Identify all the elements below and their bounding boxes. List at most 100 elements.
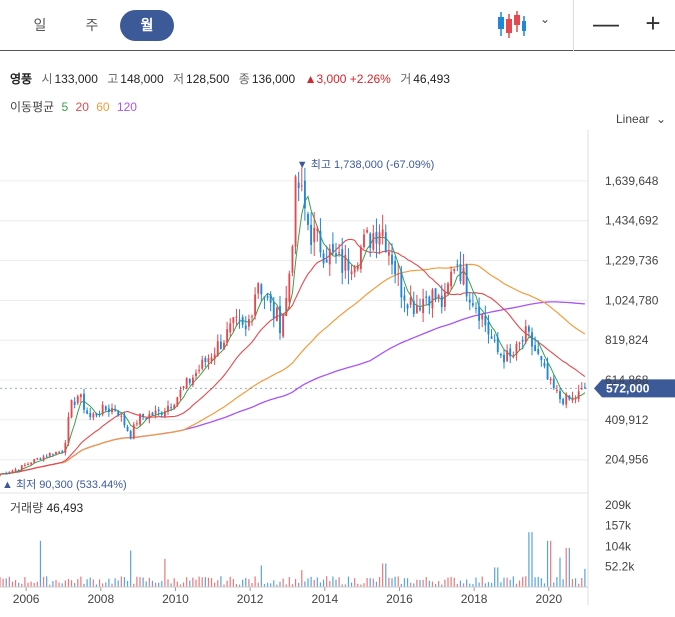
candle-body [148, 413, 151, 419]
x-tick-label: 2020 [535, 592, 562, 606]
volume-bar [543, 583, 546, 587]
candle-body [471, 303, 474, 306]
volume-value: 46,493 [413, 72, 450, 86]
volume-bar [77, 579, 79, 587]
volume-bar [154, 582, 157, 587]
candle-body [132, 424, 135, 439]
candle-body [316, 228, 319, 231]
candle-body [419, 307, 421, 311]
volume-bar [117, 580, 119, 587]
tab-monthly[interactable]: 월 [120, 10, 174, 41]
volume-bar [350, 582, 353, 587]
candle-body [120, 415, 123, 417]
candle-body [506, 350, 509, 361]
candle-body [263, 296, 266, 298]
change-value: ▲3,000 +2.26% [304, 72, 391, 86]
candle-body [428, 296, 431, 306]
candle-body [64, 443, 67, 453]
chevron-down-icon[interactable]: ⌄ [540, 12, 551, 26]
volume-bar [98, 579, 101, 587]
volume-bar [360, 584, 362, 587]
low-annotation: ▲ 최저 90,300 (533.44%) [2, 478, 127, 491]
y-tick-label: 409,912 [605, 413, 649, 427]
candle-body [73, 401, 76, 405]
candle-body [391, 254, 393, 265]
candle-body [462, 267, 465, 285]
volume-bar [506, 577, 508, 587]
candle-body [478, 306, 481, 321]
candle-body [412, 300, 415, 315]
volume-bar [478, 582, 480, 587]
candle-body [14, 469, 17, 472]
candle-body [443, 292, 446, 307]
candle-body [191, 377, 194, 385]
candle-body [182, 386, 185, 388]
candle-body [387, 251, 390, 256]
volume-bar [33, 582, 35, 587]
volume-bar [487, 582, 490, 587]
candle-body [117, 411, 120, 417]
candle-body [185, 378, 188, 389]
candle-body [163, 411, 166, 417]
tab-weekly[interactable]: 주 [85, 17, 99, 33]
volume-bar [133, 583, 135, 587]
tab-daily[interactable]: 일 [33, 17, 47, 33]
x-tick-label: 2018 [461, 592, 488, 606]
high-annotation: ▼ 최고 1,738,000 (-67.09%) [297, 158, 435, 171]
volume-bar [354, 578, 356, 587]
candle-body [503, 354, 505, 363]
volume-bar [556, 577, 558, 587]
candle-body [499, 354, 502, 356]
candle-body [2, 473, 5, 475]
ma-5-line [0, 195, 586, 475]
volume-tick-label: 209k [605, 498, 632, 512]
candle-body [154, 410, 157, 415]
volume-bar [136, 576, 138, 587]
candle-body [17, 469, 20, 471]
volume-bar [21, 583, 23, 587]
candle-body [403, 295, 406, 301]
candle-body [465, 264, 468, 297]
volume-bar [148, 577, 150, 587]
volume-bar [304, 581, 306, 587]
volume-bar [260, 565, 262, 587]
candle-body [546, 363, 549, 380]
candle-body [266, 296, 269, 298]
scale-selector[interactable]: Linear ⌄ [616, 112, 666, 126]
volume-bar [285, 584, 287, 587]
volume-bar [512, 576, 514, 587]
candle-body [213, 354, 216, 360]
candlestick-icon[interactable] [495, 10, 527, 40]
zoom-out-button[interactable]: — [593, 8, 619, 38]
volume-bar [419, 580, 421, 587]
volume-bar [139, 577, 141, 587]
volume-bar [298, 582, 300, 587]
last-price-badge [594, 379, 675, 398]
candle-body [313, 227, 316, 243]
candle-body [219, 341, 222, 349]
y-tick-label: 1,639,648 [605, 174, 659, 188]
volume-bar [210, 578, 213, 587]
candle-body [275, 307, 278, 322]
volume-bar [406, 578, 409, 587]
volume-bar [291, 584, 294, 587]
zoom-in-button[interactable]: + [645, 8, 661, 38]
candle-body [450, 271, 453, 287]
volume-bar [335, 579, 337, 587]
candle-body [543, 362, 546, 367]
volume-bar [61, 583, 63, 587]
volume-bar [102, 583, 104, 587]
candle-body [83, 393, 85, 410]
volume-bar [276, 584, 278, 587]
low-label: 저 [173, 72, 185, 86]
candle-body [425, 296, 428, 299]
candle-body [440, 295, 443, 308]
moving-average-legend[interactable]: 이동평균 5 20 60 120 [10, 98, 141, 115]
volume-bar [279, 581, 281, 587]
volume-bar [192, 577, 194, 587]
candle-body [524, 326, 527, 342]
volume-bar [130, 550, 132, 587]
volume-bar [220, 576, 222, 587]
candle-body [5, 473, 8, 475]
